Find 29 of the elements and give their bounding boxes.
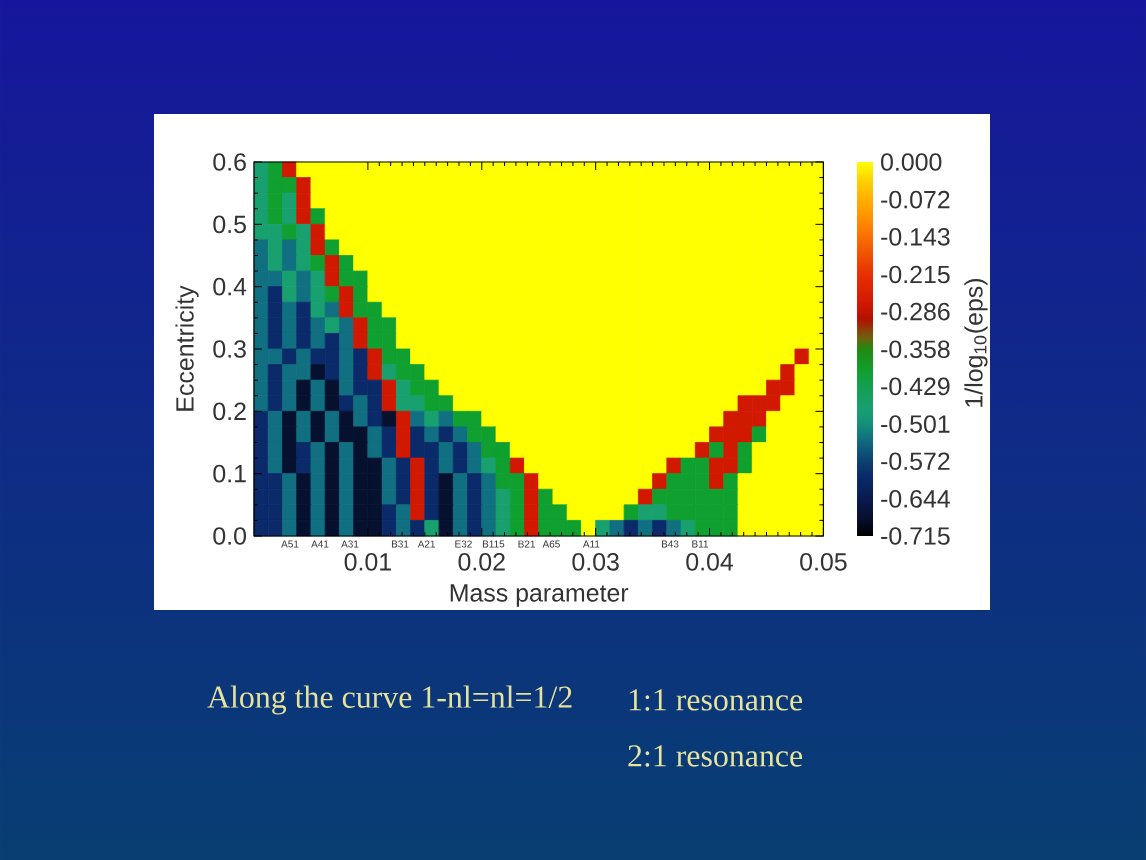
x-tick-label: 0.02 xyxy=(458,553,505,571)
y-tick-label: 0.4 xyxy=(213,277,247,296)
text: 1:1 resonance xyxy=(629,689,803,711)
y-tick-label: 0.3 xyxy=(213,340,246,358)
y-tick-label: 0.6 xyxy=(213,153,246,171)
color-bar-label: -0.358 xyxy=(881,340,950,359)
y-tick-label: 0.1 xyxy=(213,464,246,483)
color-bar-title: 1/log$_{10}$(eps) xyxy=(964,278,988,407)
color-bar-label: -0.715 xyxy=(881,527,950,545)
color-bar-label: -0.072 xyxy=(881,190,950,209)
color-bar-label: -0.572 xyxy=(881,452,950,471)
x-tick-label: 0.04 xyxy=(686,553,734,571)
text: Along the curve 1-nl=nl=1/2 xyxy=(207,685,572,715)
color-bar-label: -0.143 xyxy=(881,228,950,246)
x-tick-label: 0.01 xyxy=(344,553,391,571)
color-bar-label: -0.644 xyxy=(881,490,950,508)
x-tick-label: 0.03 xyxy=(572,553,619,571)
y-tick-label: 0.0 xyxy=(213,527,246,545)
x-tick-label: 0.05 xyxy=(800,553,847,571)
color-bar-label: -0.429 xyxy=(881,377,950,396)
color-bar-label: -0.501 xyxy=(881,415,950,433)
color-bar-label: -0.215 xyxy=(881,265,950,284)
y-tick-label: 0.2 xyxy=(213,402,246,421)
color-bar-label: -0.286 xyxy=(881,302,950,321)
text: 2:1 resonance xyxy=(628,745,803,767)
x-axis-title: Mass parameter xyxy=(450,584,629,607)
y-axis-title: Eccentricity xyxy=(175,285,199,411)
color-bar-label: 0.000 xyxy=(881,153,942,171)
y-tick-label: 0.5 xyxy=(213,215,246,234)
